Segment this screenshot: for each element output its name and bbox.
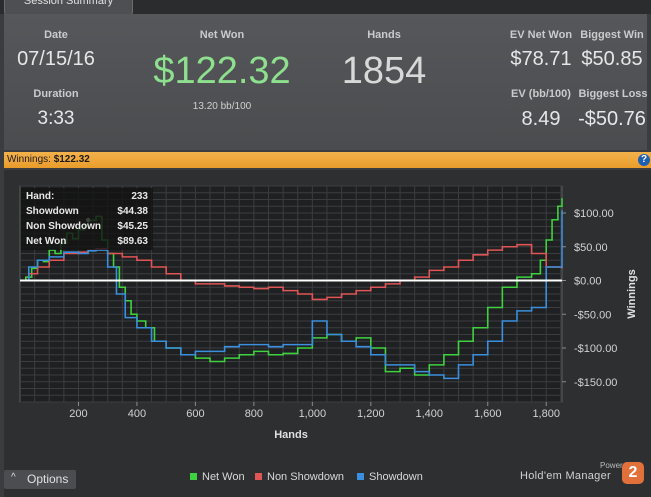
y-tick-label: -$150.00: [574, 377, 617, 389]
legend-swatch-showdown: [357, 473, 364, 480]
x-tick-label: 200: [69, 408, 87, 420]
winnings-label: Winnings:: [7, 154, 51, 165]
biggest-loss-label: Biggest Loss: [578, 88, 648, 100]
tooltip-row-net-won: Net Won $89.63: [26, 236, 148, 250]
x-tick-label: 1,600: [474, 408, 502, 420]
tooltip-row-non-showdown: Non Showdown $45.25: [26, 221, 148, 235]
legend-swatch-net-won: [190, 473, 197, 480]
date-label: Date: [44, 29, 68, 41]
legend-label-showdown: Showdown: [369, 471, 423, 483]
legend-item-non-showdown[interactable]: Non Showdown: [255, 471, 344, 483]
x-tick-label: 1,000: [299, 408, 327, 420]
hands-value: 1854: [341, 50, 427, 92]
winnings-value: $122.32: [53, 154, 90, 165]
x-tick-label: 1,800: [532, 408, 560, 420]
ev-bb-value: 8.49: [521, 108, 561, 130]
net-won-value: $122.32: [153, 50, 291, 92]
y-axis-label: Winnings: [626, 269, 638, 318]
x-tick-label: 800: [245, 408, 263, 420]
x-tick-label: 1,200: [357, 408, 385, 420]
hands-label: Hands: [367, 29, 401, 41]
powered-by-text: Powered by: [600, 461, 642, 470]
duration-label: Duration: [33, 88, 79, 100]
session-summary-panel: Date 07/15/16 Duration 3:33 Net Won $122…: [4, 14, 648, 150]
ev-net-won-label: EV Net Won: [509, 29, 573, 41]
tooltip-showdown-value: $44.38: [117, 206, 148, 217]
tooltip-hand-label: Hand:: [26, 191, 55, 202]
tooltip-non-showdown-label: Non Showdown: [26, 221, 101, 232]
x-tick-label: 1,400: [416, 408, 444, 420]
date-value: 07/15/16: [17, 48, 95, 70]
biggest-loss-value: -$50.76: [578, 108, 646, 130]
y-tick-label: $0.00: [574, 276, 602, 288]
x-tick-label: 400: [128, 408, 146, 420]
brand-name: Hold'em Manager: [520, 470, 611, 482]
help-icon[interactable]: ?: [638, 154, 650, 166]
biggest-win-value: $50.85: [581, 48, 643, 70]
legend-label-non-showdown: Non Showdown: [267, 471, 345, 483]
tooltip-row-showdown: Showdown $44.38: [26, 206, 148, 220]
y-tick-label: -$100.00: [574, 343, 617, 355]
duration-value: 3:33: [37, 108, 75, 129]
winnings-text: Winnings: $122.32: [7, 154, 90, 165]
x-axis-label: Hands: [274, 429, 308, 441]
ev-bb-label: EV (bb/100): [511, 88, 571, 100]
ev-net-won-value: $78.71: [510, 48, 572, 70]
y-tick-label: $50.00: [574, 242, 608, 254]
net-won-label: Net Won: [199, 29, 245, 41]
legend-item-showdown[interactable]: Showdown: [357, 471, 423, 483]
options-label: Options: [27, 472, 69, 486]
tooltip-hand-value: 233: [131, 191, 148, 202]
chevron-up-icon: ^: [11, 472, 16, 483]
bb-per-100-value: 13.20 bb/100: [192, 101, 252, 112]
tab-session-summary[interactable]: Session Summary: [4, 0, 133, 15]
biggest-win-label: Biggest Win: [580, 29, 644, 41]
tooltip-non-showdown-value: $45.25: [117, 221, 148, 232]
tooltip-net-won-value: $89.63: [117, 236, 148, 247]
legend-item-net-won[interactable]: Net Won: [190, 471, 245, 483]
y-tick-label: $100.00: [574, 208, 614, 220]
winnings-bar: Winnings: $122.32 ?: [4, 152, 651, 168]
tooltip-net-won-label: Net Won: [26, 236, 67, 247]
series-line-showdown: [20, 210, 563, 380]
options-button[interactable]: ^ Options: [4, 470, 76, 489]
holdem-manager-logo: 2: [622, 462, 644, 484]
legend-label-net-won: Net Won: [202, 471, 245, 483]
y-tick-label: -$50.00: [574, 309, 611, 321]
legend-swatch-non-showdown: [255, 473, 262, 480]
tooltip-showdown-label: Showdown: [26, 206, 79, 217]
x-tick-label: 600: [186, 408, 204, 420]
tooltip-row-hand: Hand: 233: [26, 191, 148, 205]
tab-bar: Session Summary: [0, 0, 651, 15]
hand-tooltip: Hand: 233 Showdown $44.38 Non Showdown $…: [21, 188, 153, 250]
